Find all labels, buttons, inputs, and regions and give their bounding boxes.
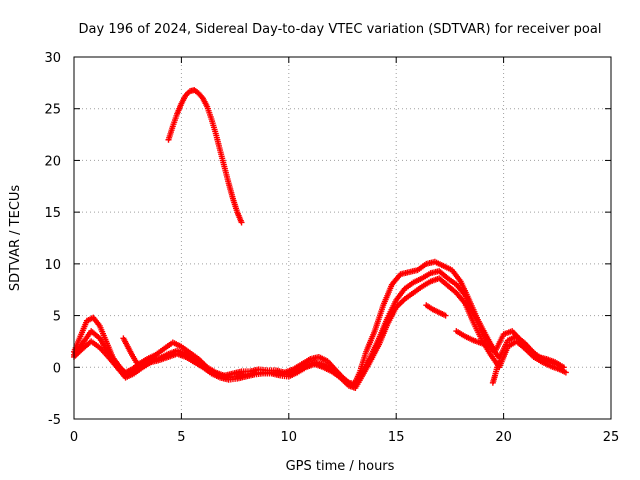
- axis-ticks: 0 5 10 15 20 25 -5 0 5 10 15 20 25 30: [44, 51, 619, 445]
- series-arc-high: [165, 87, 245, 226]
- y-tick-label: 30: [44, 51, 61, 66]
- y-tick-label: 5: [53, 310, 61, 325]
- x-tick-label: 20: [495, 430, 512, 445]
- series-fragment-d: [489, 358, 503, 386]
- y-tick-label: 20: [44, 154, 61, 169]
- series-fragment-b: [423, 302, 449, 319]
- data-point: [487, 343, 494, 350]
- data-point: [496, 358, 503, 365]
- data-points: [71, 87, 569, 391]
- series-trace-a: [71, 258, 567, 389]
- x-tick-label: 25: [603, 430, 620, 445]
- plot-frame: [73, 56, 612, 420]
- series-fragment-c: [453, 328, 494, 350]
- chart-title: Day 196 of 2024, Sidereal Day-to-day VTE…: [79, 22, 602, 37]
- series-fragment-a: [120, 335, 144, 370]
- x-tick-label: 15: [388, 430, 405, 445]
- data-point: [137, 363, 144, 370]
- x-tick-label: 0: [70, 430, 78, 445]
- y-tick-label: 25: [44, 103, 61, 118]
- data-point: [238, 219, 245, 226]
- x-tick-label: 5: [177, 430, 185, 445]
- grid: [74, 57, 611, 419]
- data-point: [442, 312, 449, 319]
- y-tick-label: 15: [44, 206, 61, 221]
- y-axis-label: SDTVAR / TECUs: [8, 185, 23, 292]
- y-tick-label: 0: [53, 361, 61, 376]
- y-tick-label: -5: [48, 413, 61, 428]
- y-tick-label: 10: [44, 258, 61, 273]
- data-point: [562, 369, 569, 376]
- x-axis-label: GPS time / hours: [286, 459, 395, 474]
- x-tick-label: 10: [281, 430, 298, 445]
